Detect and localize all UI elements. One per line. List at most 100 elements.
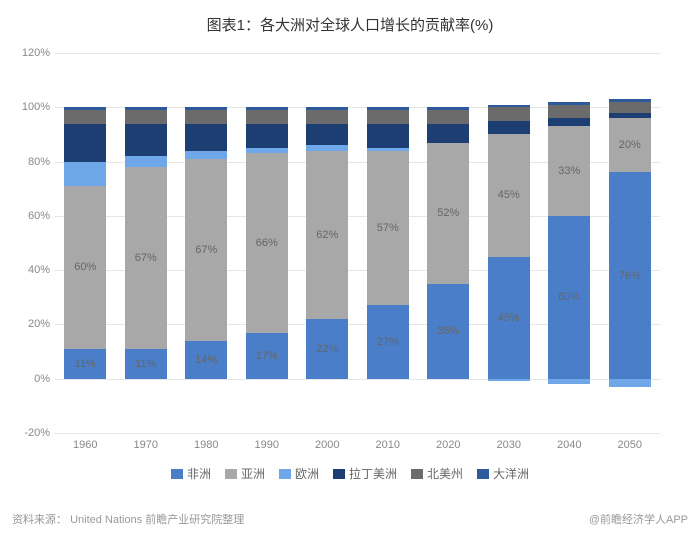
- bar-segment: [548, 102, 590, 105]
- bar-segment-label: 11%: [64, 358, 106, 370]
- bar-stack: 35% 52%: [427, 107, 469, 378]
- bar-segment: [367, 110, 409, 124]
- bar-segment: [488, 121, 530, 135]
- bar-segment: [246, 124, 288, 148]
- bar-column: 14%67%1980: [176, 53, 237, 379]
- bar-segment-label: 66%: [246, 237, 288, 249]
- x-axis-label: 1970: [116, 439, 177, 451]
- bar-segment: 20%: [609, 118, 651, 172]
- bar-stack: 22% 62%: [306, 107, 348, 378]
- bar-segment-label: 67%: [125, 252, 167, 264]
- x-axis-label: 1960: [55, 439, 116, 451]
- bar-segment: 11%: [64, 349, 106, 379]
- bar-segment: 22%: [306, 319, 348, 379]
- bar-stack: 11% 60%: [64, 107, 106, 378]
- bar-segment: 60%: [548, 216, 590, 379]
- bar-segment-label: 33%: [548, 165, 590, 177]
- bar-segment-label: 45%: [488, 189, 530, 201]
- bar-segment: [246, 110, 288, 124]
- bar-segment: [427, 124, 469, 143]
- bar-segment-label: 20%: [609, 139, 651, 151]
- bar-stack: 45% 45%: [488, 105, 530, 379]
- bar-segment: [367, 148, 409, 151]
- chart-area: -20%0%20%40%60%80%100%120% 11%60%196011%…: [55, 53, 660, 433]
- bar-segment: 60%: [64, 186, 106, 349]
- bar-segment: [64, 162, 106, 186]
- bar-segment: [609, 99, 651, 102]
- plot-inner: 11%60%196011%67%197014%67%198017%66%1990…: [55, 53, 660, 379]
- bar-segment: [367, 107, 409, 110]
- bar-segment-label: 67%: [185, 244, 227, 256]
- legend-label: 北美州: [427, 465, 463, 482]
- legend-swatch: [279, 469, 291, 479]
- x-axis-label: 2040: [539, 439, 600, 451]
- source-label: 资料来源：: [12, 514, 67, 526]
- bar-column: 17%66%1990: [237, 53, 298, 379]
- bar-segment: 62%: [306, 151, 348, 319]
- bar-segment: [548, 118, 590, 126]
- bar-stack: 14%67%: [185, 107, 227, 378]
- bar-segment-label: 52%: [427, 207, 469, 219]
- bar-segment-label: 76%: [609, 270, 651, 282]
- y-axis-label: 40%: [10, 264, 50, 276]
- x-axis-label: 2020: [418, 439, 479, 451]
- bar-segment: 27%: [367, 305, 409, 378]
- bar-segment: [64, 107, 106, 110]
- bar-segment: [125, 107, 167, 110]
- bar-segment: [185, 107, 227, 110]
- bar-segment: 45%: [488, 134, 530, 256]
- bar-segment: [306, 145, 348, 150]
- bar-segment: 67%: [125, 167, 167, 349]
- bar-segment: 35%: [427, 284, 469, 379]
- bar-stack: 27% 57%: [367, 107, 409, 378]
- bar-segment: 52%: [427, 143, 469, 284]
- legend-label: 欧洲: [295, 465, 319, 482]
- bar-segment: 17%: [246, 333, 288, 379]
- source: 资料来源： United Nations 前瞻产业研究院整理: [12, 511, 244, 527]
- bar-segment: [548, 379, 590, 384]
- legend-swatch: [477, 469, 489, 479]
- chart-title: 图表1：各大洲对全球人口增长的贡献率(%): [0, 0, 700, 43]
- x-axis-label: 2030: [479, 439, 540, 451]
- bar-segment-label: 27%: [367, 336, 409, 348]
- y-axis-label: 60%: [10, 210, 50, 222]
- bar-segment: 33%: [548, 126, 590, 216]
- bar-column: 60%33%2040: [539, 53, 600, 379]
- legend-swatch: [333, 469, 345, 479]
- y-axis-label: 0%: [10, 373, 50, 385]
- bar-segment: [185, 151, 227, 159]
- y-axis-label: 80%: [10, 156, 50, 168]
- bars-container: 11%60%196011%67%197014%67%198017%66%1990…: [55, 53, 660, 379]
- bar-column: 45%45%2030: [479, 53, 540, 379]
- legend-label: 大洋洲: [493, 465, 529, 482]
- legend-label: 拉丁美洲: [349, 465, 397, 482]
- bar-segment-label: 60%: [64, 261, 106, 273]
- bar-segment: [427, 110, 469, 124]
- bar-column: 76%20%2050: [600, 53, 661, 379]
- bar-segment: 57%: [367, 151, 409, 306]
- bar-segment: [609, 379, 651, 387]
- bar-stack-negative: [609, 379, 651, 387]
- legend-item: 欧洲: [279, 465, 319, 482]
- x-axis-label: 1990: [237, 439, 298, 451]
- bar-segment: 67%: [185, 159, 227, 341]
- watermark: @前瞻经济学人APP: [589, 511, 688, 527]
- bar-column: 35%52%2020: [418, 53, 479, 379]
- legend-item: 大洋洲: [477, 465, 529, 482]
- bar-segment: [246, 107, 288, 110]
- x-axis-label: 1980: [176, 439, 237, 451]
- bar-segment: 11%: [125, 349, 167, 379]
- legend-swatch: [171, 469, 183, 479]
- bar-segment: [64, 110, 106, 124]
- x-axis-label: 2000: [297, 439, 358, 451]
- bar-segment-label: 22%: [306, 343, 348, 355]
- bar-column: 22%62%2000: [297, 53, 358, 379]
- bar-segment: [488, 107, 530, 121]
- gridline: [55, 433, 660, 434]
- legend-label: 非洲: [187, 465, 211, 482]
- legend-swatch: [411, 469, 423, 479]
- bar-segment-label: 45%: [488, 312, 530, 324]
- bar-column: 27%57%2010: [358, 53, 419, 379]
- y-axis-label: -20%: [10, 427, 50, 439]
- bar-segment: [306, 124, 348, 146]
